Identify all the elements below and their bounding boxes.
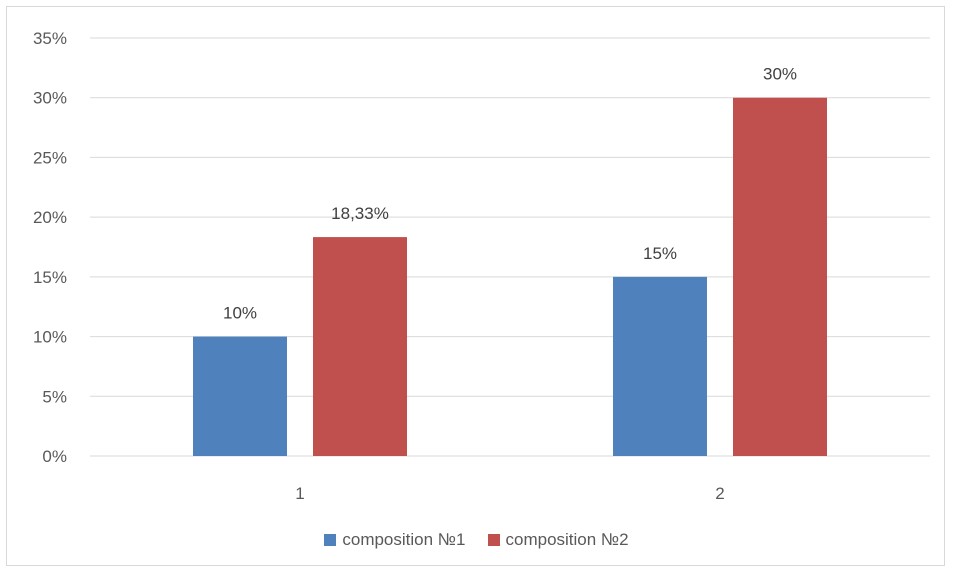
y-tick-label: 20% — [33, 208, 67, 227]
bar-series-1-cat-1 — [193, 336, 287, 456]
data-label: 15% — [643, 244, 677, 263]
legend-item-series-1: composition №1 — [324, 530, 466, 550]
bars — [193, 97, 827, 456]
legend-label-series-1: composition №1 — [342, 530, 466, 549]
data-label: 18,33% — [331, 204, 389, 223]
legend-label-series-2: composition №2 — [505, 530, 629, 549]
data-labels: 10% 18,33% 15% 30% — [223, 65, 797, 323]
y-tick-label: 10% — [33, 328, 67, 347]
data-label: 30% — [763, 65, 797, 84]
y-tick-label: 0% — [42, 447, 67, 466]
x-tick-label: 1 — [295, 484, 304, 503]
bar-series-2-cat-2 — [733, 97, 827, 456]
legend-swatch-series-1 — [324, 534, 337, 546]
bar-series-2-cat-1 — [313, 237, 407, 456]
y-tick-label: 5% — [42, 387, 67, 406]
y-tick-label: 15% — [33, 268, 67, 287]
y-tick-label: 25% — [33, 148, 67, 167]
x-tick-label: 2 — [715, 484, 724, 503]
y-tick-label: 30% — [33, 89, 67, 108]
y-tick-label: 35% — [33, 29, 67, 48]
legend-swatch-series-2 — [487, 534, 500, 546]
legend: composition №1 composition №2 — [0, 530, 953, 550]
y-axis-ticks: 0% 5% 10% 15% 20% 25% 30% 35% — [33, 29, 67, 466]
legend-item-series-2: composition №2 — [487, 530, 629, 550]
data-label: 10% — [223, 304, 257, 323]
bar-series-1-cat-2 — [613, 276, 707, 456]
